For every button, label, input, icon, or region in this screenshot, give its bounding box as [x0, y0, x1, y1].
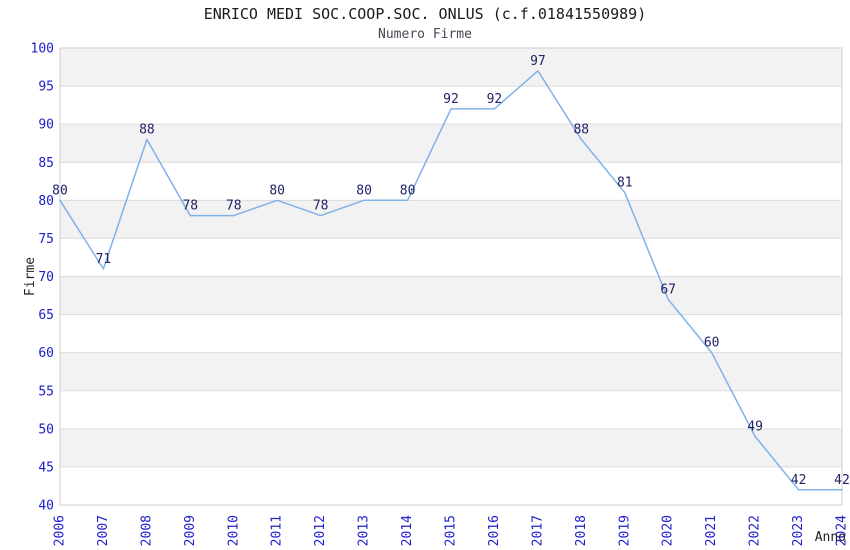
- grid-band: [60, 466, 842, 505]
- y-tick-label: 85: [38, 156, 54, 171]
- grid-band: [60, 48, 842, 87]
- x-tick-label: 2011: [270, 515, 285, 546]
- x-tick-label: 2009: [183, 515, 198, 546]
- data-point-label: 88: [139, 122, 155, 137]
- y-tick-label: 70: [38, 270, 54, 285]
- x-tick-label: 2017: [530, 515, 545, 546]
- x-tick-label: 2018: [574, 515, 589, 546]
- data-point-label: 78: [226, 199, 242, 214]
- grid-band: [60, 238, 842, 277]
- data-point-label: 92: [487, 92, 503, 107]
- x-tick-label: 2008: [139, 515, 154, 546]
- y-tick-label: 95: [38, 80, 54, 95]
- grid-band: [60, 86, 842, 125]
- data-point-label: 67: [660, 282, 676, 297]
- chart-subtitle: Numero Firme: [378, 27, 472, 42]
- grid-band: [60, 200, 842, 239]
- grid-band: [60, 428, 842, 467]
- data-point-label: 92: [443, 92, 459, 107]
- y-tick-label: 100: [31, 42, 54, 57]
- data-point-label: 71: [96, 252, 112, 267]
- grid-band: [60, 276, 842, 315]
- x-tick-label: 2015: [444, 515, 459, 546]
- x-tick-label: 2012: [313, 515, 328, 546]
- x-tick-label: 2021: [704, 515, 719, 546]
- data-point-label: 42: [791, 473, 807, 488]
- x-axis-title: Anno: [815, 530, 846, 545]
- y-tick-label: 50: [38, 422, 54, 437]
- x-tick-label: 2010: [226, 515, 241, 546]
- x-tick-label: 2013: [357, 515, 372, 546]
- y-tick-label: 65: [38, 308, 54, 323]
- data-point-label: 80: [52, 183, 68, 198]
- y-axis-title: Firme: [23, 257, 38, 296]
- x-tick-label: 2023: [791, 515, 806, 546]
- series-line: [59, 70, 843, 491]
- data-point-label: 88: [573, 122, 589, 137]
- y-tick-label: 60: [38, 346, 54, 361]
- data-point-label: 78: [313, 199, 329, 214]
- data-point-label: 42: [834, 473, 850, 488]
- data-point-label: 49: [747, 419, 763, 434]
- x-tick-label: 2007: [96, 515, 111, 546]
- data-point-label: 78: [182, 199, 198, 214]
- y-tick-label: 80: [38, 194, 54, 209]
- data-point-label: 80: [400, 183, 416, 198]
- y-tick-label: 40: [38, 499, 54, 514]
- data-point-label: 81: [617, 176, 633, 191]
- x-tick-label: 2016: [487, 515, 502, 546]
- grid-band: [60, 352, 842, 391]
- data-point-label: 80: [269, 183, 285, 198]
- grid-band: [60, 162, 842, 201]
- x-tick-label: 2024: [835, 515, 850, 546]
- x-tick-label: 2020: [661, 515, 676, 546]
- y-tick-label: 90: [38, 118, 54, 133]
- x-tick-label: 2014: [400, 515, 415, 546]
- y-tick-label: 45: [38, 460, 54, 475]
- grid-band: [60, 124, 842, 163]
- data-point-label: 80: [356, 183, 372, 198]
- x-tick-label: 2006: [53, 515, 68, 546]
- x-tick-label: 2022: [748, 515, 763, 546]
- plot-frame: [59, 47, 843, 506]
- grid-band: [60, 314, 842, 353]
- y-tick-label: 55: [38, 384, 54, 399]
- data-point-label: 97: [530, 54, 546, 69]
- grid-band: [60, 390, 842, 429]
- chart-title: ENRICO MEDI SOC.COOP.SOC. ONLUS (c.f.018…: [203, 5, 647, 23]
- y-tick-label: 75: [38, 232, 54, 247]
- x-tick-label: 2019: [617, 515, 632, 546]
- data-point-label: 60: [704, 336, 720, 351]
